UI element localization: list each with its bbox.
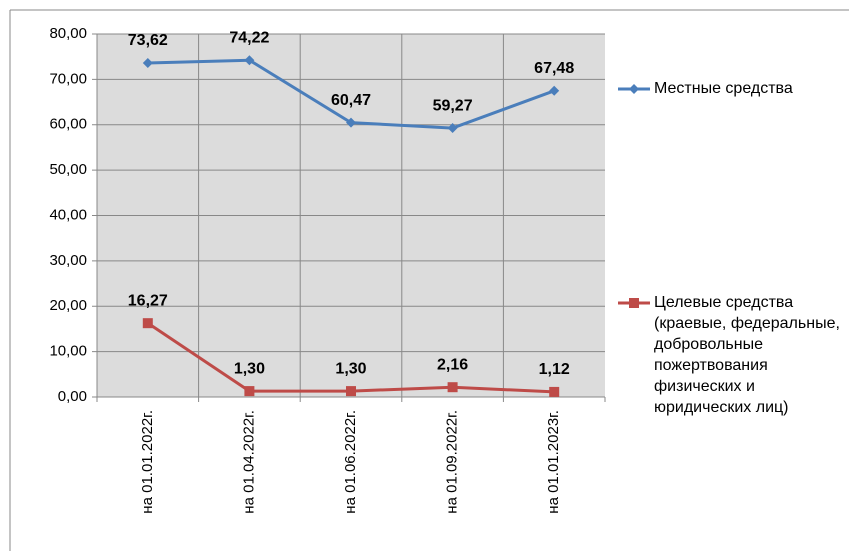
- y-tick-label: 70,00: [49, 70, 87, 87]
- legend-entry: Целевые средства (краевые, федеральные, …: [654, 294, 840, 416]
- point: [629, 298, 639, 308]
- y-tick-label: 20,00: [49, 297, 87, 314]
- data-label: 73,62: [128, 32, 168, 49]
- point: [244, 55, 255, 66]
- point: [142, 57, 153, 68]
- y-tick-label: 50,00: [49, 161, 87, 178]
- y-tick-label: 60,00: [49, 116, 87, 133]
- legend-entry: Местные средства: [654, 80, 793, 97]
- y-tick-label: 40,00: [49, 206, 87, 223]
- x-tick-label: на 01.01.2023г.: [545, 410, 562, 514]
- data-label: 60,47: [331, 92, 371, 109]
- point: [447, 382, 458, 393]
- data-label: 1,30: [234, 360, 265, 377]
- point: [346, 117, 356, 128]
- point: [142, 318, 153, 329]
- x-tick-label: на 01.09.2022г.: [444, 410, 461, 514]
- x-tick-label: на 01.04.2022г.: [240, 410, 257, 514]
- data-label: 16,27: [128, 292, 168, 309]
- data-label: 2,16: [437, 356, 468, 373]
- point: [549, 386, 560, 397]
- data-label: 67,48: [534, 60, 574, 77]
- y-tick-label: 80,00: [49, 25, 87, 42]
- point: [244, 386, 255, 397]
- data-label: 1,12: [539, 361, 570, 378]
- y-tick-label: 10,00: [49, 343, 87, 360]
- point: [629, 84, 639, 94]
- point: [346, 386, 356, 397]
- x-tick-label: на 01.01.2022г.: [139, 410, 156, 514]
- data-label: 1,30: [335, 360, 366, 377]
- x-tick-label: на 01.06.2022г.: [342, 410, 359, 514]
- point: [549, 85, 560, 96]
- point: [447, 123, 458, 134]
- data-label: 74,22: [229, 29, 269, 46]
- data-label: 59,27: [433, 97, 473, 114]
- y-tick-label: 0,00: [58, 388, 87, 405]
- y-tick-label: 30,00: [49, 252, 87, 269]
